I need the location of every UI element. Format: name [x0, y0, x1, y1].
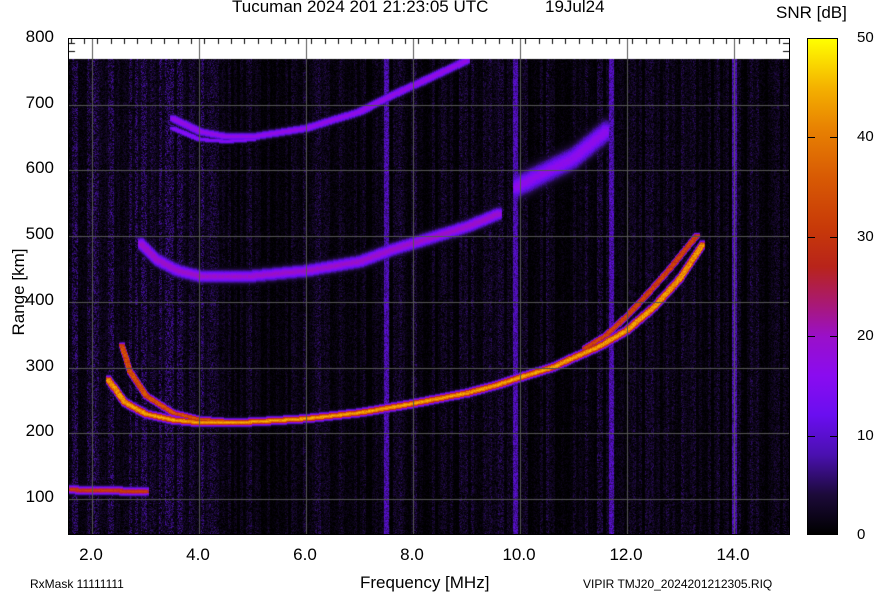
colorbar-tick-mark — [830, 137, 838, 139]
colorbar-tick-mark — [807, 435, 815, 437]
y-tick-label: 500 — [25, 224, 54, 244]
colorbar-tick-label: 40 — [857, 128, 874, 146]
chart-date: 19Jul24 — [545, 0, 605, 16]
colorbar-tick-mark — [830, 236, 838, 238]
y-tick-label: 800 — [25, 27, 54, 47]
x-tick-label: 10.0 — [502, 545, 536, 564]
x-tick-label: 14.0 — [716, 545, 750, 564]
x-tick-label: 12.0 — [609, 545, 643, 564]
chart-title: Tucuman 2024 201 21:23:05 UTC — [232, 0, 489, 16]
file-info-label: VIPIR TMJ20_2024201212305.RIQ — [583, 577, 773, 591]
rxmask-label: RxMask 11111111 — [30, 577, 124, 591]
colorbar-tick-label: 0 — [857, 526, 866, 543]
colorbar-tick-mark — [807, 137, 815, 139]
ionogram-plot — [68, 38, 790, 535]
colorbar-tick-label: 10 — [857, 426, 874, 444]
colorbar-tick-label: 50 — [857, 29, 874, 46]
y-tick-label: 200 — [25, 421, 54, 441]
colorbar-tick-mark — [830, 336, 838, 338]
colorbar-title: SNR [dB] — [776, 3, 847, 22]
x-axis-label: Frequency [MHz] — [360, 573, 490, 592]
ionogram-heatmap — [69, 39, 789, 534]
y-tick-label: 400 — [25, 289, 54, 309]
snr-colorbar — [807, 38, 838, 535]
x-tick-label: 8.0 — [400, 545, 424, 564]
y-tick-label: 100 — [25, 487, 54, 506]
y-tick-label: 300 — [25, 355, 54, 375]
y-tick-label: 700 — [25, 92, 54, 112]
x-tick-label: 2.0 — [79, 545, 103, 564]
colorbar-tick-mark — [830, 435, 838, 437]
colorbar-tick-label: 20 — [857, 327, 874, 345]
x-tick-label: 4.0 — [186, 545, 210, 564]
x-tick-label: 6.0 — [293, 545, 317, 564]
y-tick-label: 600 — [25, 158, 54, 178]
colorbar-tick-mark — [807, 336, 815, 338]
colorbar-tick-label: 30 — [857, 227, 874, 245]
y-axis-label: Range [km] — [9, 248, 28, 336]
colorbar-tick-mark — [807, 236, 815, 238]
